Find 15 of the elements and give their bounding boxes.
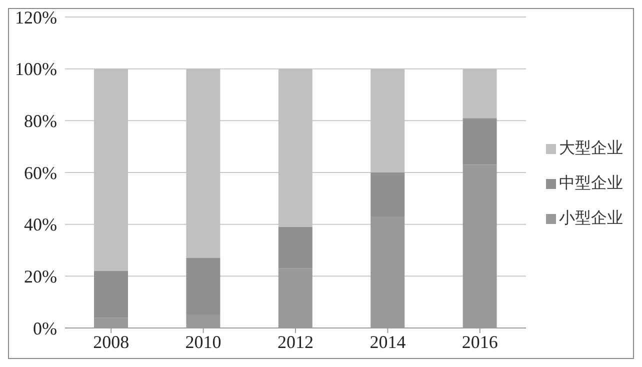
x-tick-label: 2008: [93, 332, 130, 352]
y-tick-label: 60%: [24, 162, 57, 183]
y-tick-label: 120%: [15, 7, 57, 28]
y-tick-label: 100%: [15, 59, 57, 80]
legend-label: 大型企业: [559, 138, 623, 159]
y-tick-label: 0%: [33, 318, 57, 338]
x-tick-label: 2016: [462, 332, 498, 352]
y-tick-label: 80%: [24, 111, 57, 132]
x-tick-label: 2012: [278, 332, 314, 352]
x-tick-label: 2010: [185, 332, 222, 352]
x-tick-label: 2014: [370, 332, 406, 352]
legend-label: 小型企业: [559, 208, 623, 229]
y-tick-label: 40%: [24, 214, 57, 235]
legend-label: 中型企业: [559, 173, 623, 194]
y-tick-label: 20%: [24, 266, 57, 287]
